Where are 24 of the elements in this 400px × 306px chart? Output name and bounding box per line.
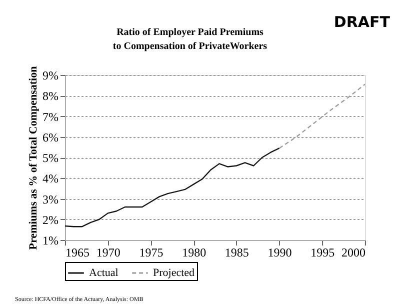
text: DRAFT [334,13,391,31]
x-tick-label: 2000 [342,246,366,260]
line-series [64,148,280,228]
text: Ratio of Employer Paid Premiums [116,27,264,38]
legend-label: Projected [153,267,196,279]
y-tick-label: 1% [42,234,58,248]
y-tick-label: 4% [42,172,58,186]
y-tick-label: 6% [42,130,58,144]
x-tick-label: 1965 [66,246,90,260]
text: to Compensation of PrivateWorkers [112,41,268,52]
x-tick-label: 1995 [310,246,335,260]
x-tick-label: 1985 [224,246,249,260]
x-tick-label: 1990 [268,246,292,260]
y-tick-label: 2% [42,212,58,227]
y-axis-title: Premiums as % of Total Compensation [28,66,40,250]
y-tick-label: 3% [42,192,58,206]
x-tick-label: 1975 [139,246,164,260]
y-tick-label: 5% [42,151,58,165]
x-tick-label: 1970 [96,246,120,260]
legend-label: Actual [89,267,118,279]
y-tick-label: 9% [42,68,58,82]
y-tick-label: 8% [42,89,58,104]
y-tick-label: 7% [42,110,58,124]
x-tick-label: 1980 [182,246,206,260]
